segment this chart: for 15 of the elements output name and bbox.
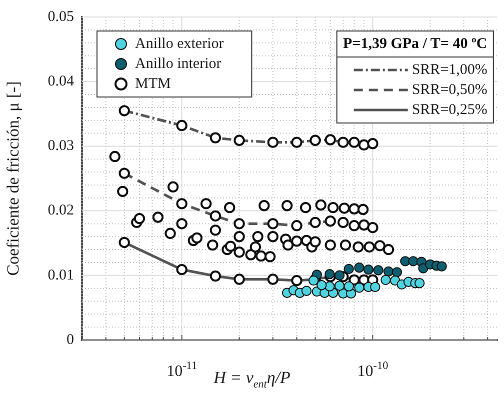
legend-label: Anillo interior: [135, 56, 222, 72]
y-axis-title: Coeficiente de fricción, μ [-]: [4, 81, 23, 276]
legend-label: SRR=1,00%: [412, 62, 488, 78]
y-tick-label: 0.02: [48, 202, 74, 219]
legend-label: MTM: [135, 76, 171, 92]
y-tick-label: 0.01: [48, 267, 74, 284]
y-tick-label: 0: [66, 332, 74, 348]
legend-label: SRR=0,50%: [412, 82, 488, 98]
y-tick-label: 0.04: [48, 74, 74, 90]
y-tick-label: 0.03: [48, 138, 74, 154]
x-axis-title: H = v$_{ent}$η/P: [214, 368, 290, 390]
legend-label: SRR=0,25%: [412, 102, 488, 118]
y-tick-label: 0.05: [48, 8, 74, 25]
legend-label: Anillo exterior: [135, 36, 224, 52]
legend-title: P=1,39 GPa / T= 40 ºC: [342, 36, 488, 52]
